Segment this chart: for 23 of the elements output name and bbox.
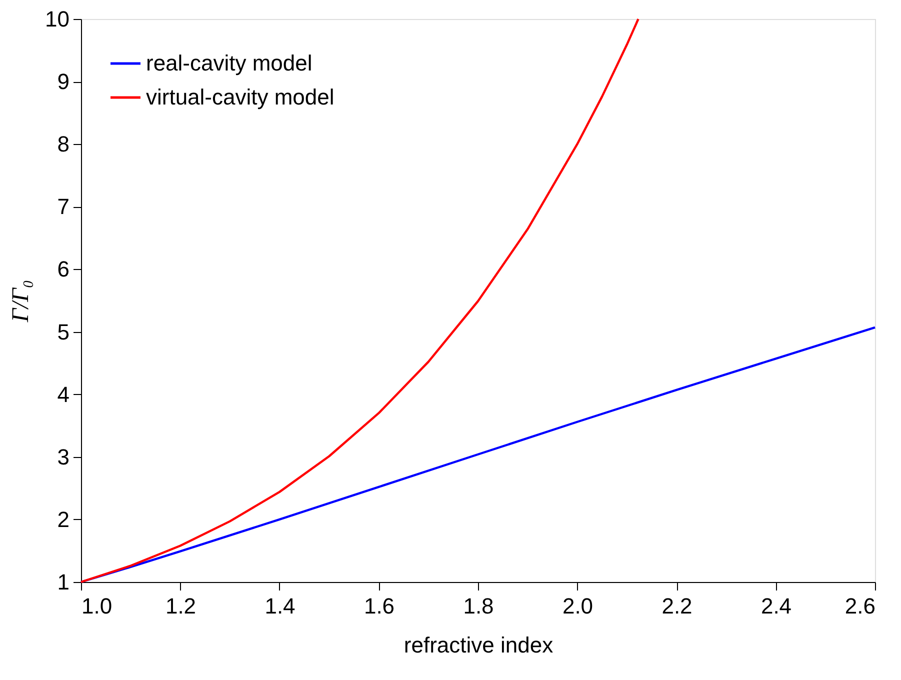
legend-label: virtual-cavity model xyxy=(146,84,334,110)
x-tick-label: 1.2 xyxy=(165,594,196,618)
x-tick-label: 2.2 xyxy=(662,594,692,618)
y-tick-label: 2 xyxy=(57,506,70,532)
y-tick-label: 10 xyxy=(45,6,70,32)
y-axis-title: Γ/Γ₀ xyxy=(8,280,34,324)
y-tick-label: 8 xyxy=(57,132,70,157)
x-tick-label: 1.6 xyxy=(364,594,395,618)
y-tick-label: 6 xyxy=(57,256,70,282)
y-tick-label: 3 xyxy=(57,444,70,470)
y-tick-label: 5 xyxy=(57,319,70,344)
x-tick-label: 1.4 xyxy=(264,594,296,618)
y-tick-label: 9 xyxy=(57,69,70,94)
x-tick-label: 1.0 xyxy=(82,594,112,618)
x-axis-title: refractive index xyxy=(404,632,554,658)
x-tick-label: 2.6 xyxy=(844,594,876,618)
y-tick-label: 4 xyxy=(57,382,70,407)
y-tick-label: 1 xyxy=(57,570,70,594)
x-tick-label: 2.4 xyxy=(760,594,792,618)
y-tick-label: 7 xyxy=(57,194,70,220)
x-tick-label: 1.8 xyxy=(463,594,494,618)
x-tick-label: 2.0 xyxy=(562,594,594,618)
legend-label: real-cavity model xyxy=(146,50,312,76)
